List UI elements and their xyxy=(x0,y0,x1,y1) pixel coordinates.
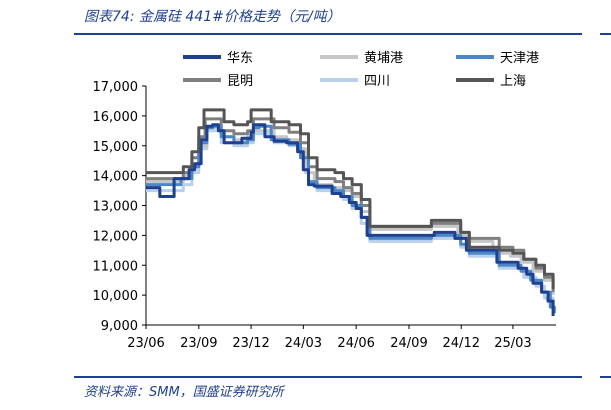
x-tick-label: 24/12 xyxy=(443,336,480,351)
legend-label-3: 昆明 xyxy=(227,74,253,89)
series-line-0 xyxy=(146,123,555,316)
series-line-5 xyxy=(146,108,555,290)
series-line-3 xyxy=(146,117,555,293)
figure-title: 图表74: 金属硅 441#价格走势（元/吨） xyxy=(84,9,341,25)
plot-area xyxy=(146,108,556,316)
bottom-divider xyxy=(74,376,582,378)
legend-label-0: 华东 xyxy=(227,51,253,66)
legend-label-1: 黄埔港 xyxy=(364,51,403,66)
y-tick-label: 9,000 xyxy=(101,319,138,334)
y-tick-label: 12,000 xyxy=(93,229,139,244)
x-tick-label: 24/06 xyxy=(337,336,374,351)
x-tick-label: 23/09 xyxy=(180,336,217,351)
top-divider xyxy=(74,33,582,35)
x-tick-label: 24/03 xyxy=(285,336,322,351)
x-axis: 23/06 23/09 23/12 24/03 24/06 24/09 24/12 25/03 xyxy=(127,324,556,351)
y-tick-label: 15,000 xyxy=(93,140,139,155)
y-tick-label: 13,000 xyxy=(93,200,139,215)
series-line-4 xyxy=(146,129,555,311)
y-tick-label: 10,000 xyxy=(93,289,139,304)
legend-label-2: 天津港 xyxy=(500,51,539,66)
bottom-divider-tail xyxy=(600,376,611,378)
y-axis: 9,000 10,000 11,000 12,000 13,000 14,000 15,00… xyxy=(93,80,147,334)
x-tick-label: 23/06 xyxy=(127,336,164,351)
legend-label-5: 上海 xyxy=(500,74,526,89)
y-tick-label: 11,000 xyxy=(93,259,139,274)
x-tick-label: 23/12 xyxy=(232,336,269,351)
series-line-1 xyxy=(146,126,555,296)
top-divider-tail xyxy=(600,33,611,35)
x-tick-label: 24/09 xyxy=(390,336,427,351)
series-line-2 xyxy=(146,124,556,314)
y-tick-label: 17,000 xyxy=(93,80,139,95)
source-note: 资料来源：SMM，国盛证券研究所 xyxy=(84,385,284,400)
y-tick-label: 16,000 xyxy=(93,110,139,125)
y-tick-label: 14,000 xyxy=(93,170,139,185)
x-tick-label: 25/03 xyxy=(494,336,531,351)
legend-label-4: 四川 xyxy=(364,74,390,89)
